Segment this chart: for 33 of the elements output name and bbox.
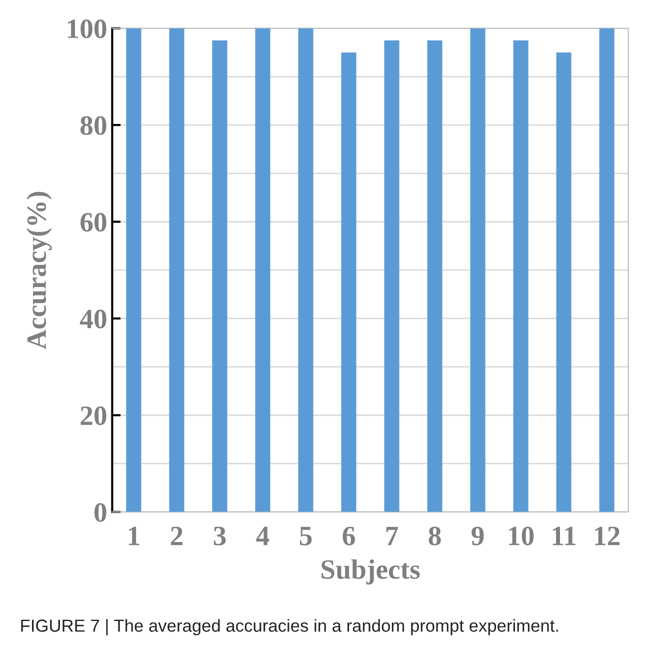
bar — [384, 40, 400, 512]
bar — [556, 52, 572, 512]
bar — [212, 40, 228, 512]
y-tick-label: 60 — [80, 212, 106, 232]
x-tick-label: 1 — [128, 526, 140, 546]
x-axis-title: Subjects — [322, 559, 420, 585]
y-tick-label: 0 — [94, 503, 106, 522]
y-tick-label: 100 — [68, 19, 106, 38]
x-tick-label: 12 — [595, 526, 620, 546]
bar — [126, 28, 142, 512]
bar — [169, 28, 184, 512]
bar — [255, 28, 270, 512]
bar — [427, 40, 442, 512]
y-tick-label: 40 — [80, 310, 106, 328]
caption: FIGURE 7 | The averaged accuracies in a random prompt experiment. — [21, 619, 558, 636]
y-tick-label: 20 — [80, 406, 106, 426]
x-tick-label: 9 — [472, 526, 484, 546]
x-tick-label: 3 — [214, 526, 226, 546]
x-tick-label: 7 — [386, 526, 398, 546]
bar — [470, 28, 486, 512]
bar — [513, 40, 528, 512]
x-tick-label: 8 — [428, 526, 441, 546]
x-tick-label: 5 — [300, 526, 312, 546]
bar — [599, 28, 614, 512]
y-tick-label: 80 — [80, 116, 106, 135]
x-tick-label: 6 — [342, 526, 355, 546]
x-tick-label: 10 — [509, 526, 534, 546]
x-tick-label: 2 — [170, 526, 182, 546]
x-tick-label: 4 — [256, 526, 270, 546]
bar — [298, 28, 314, 512]
bar — [341, 52, 356, 512]
x-tick-label: 11 — [552, 526, 576, 546]
y-axis-title: Accuracy(%) — [26, 192, 52, 350]
